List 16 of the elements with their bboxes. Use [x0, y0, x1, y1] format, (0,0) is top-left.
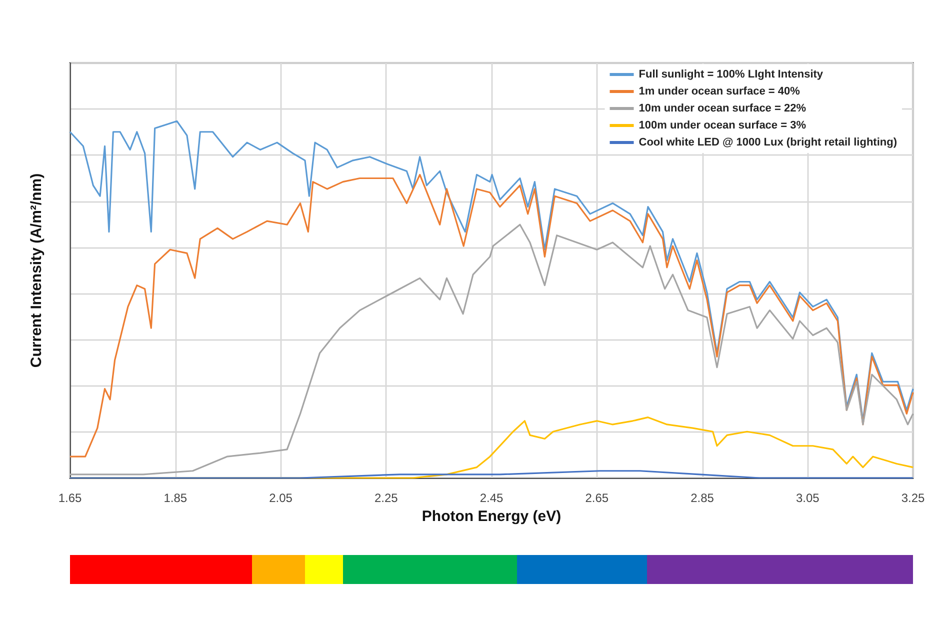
legend-label: 10m under ocean surface = 22%: [638, 102, 806, 114]
x-tick-label: 1.85: [164, 491, 188, 505]
legend-label: Cool white LED @ 1000 Lux (bright retail lighting): [638, 136, 898, 148]
x-tick-label: 3.05: [796, 491, 820, 505]
y-axis-title: Current Intensity (A/m²/nm): [28, 173, 45, 368]
x-tick-label: 2.85: [690, 491, 714, 505]
legend-label: Full sunlight = 100% LIght Intensity: [638, 68, 824, 80]
legend-label: 1m under ocean surface = 40%: [638, 86, 800, 98]
x-tick-label: 3.25: [901, 491, 925, 505]
legend-label: 100m under ocean surface = 3%: [638, 120, 806, 132]
x-tick-label: 2.65: [585, 491, 609, 505]
x-tick-label: 1.65: [58, 491, 82, 505]
x-axis-title: Photon Energy (eV): [422, 508, 562, 525]
x-tick-label: 2.25: [374, 491, 398, 505]
x-tick-label: 2.45: [480, 491, 504, 505]
x-tick-label: 2.05: [269, 491, 293, 505]
